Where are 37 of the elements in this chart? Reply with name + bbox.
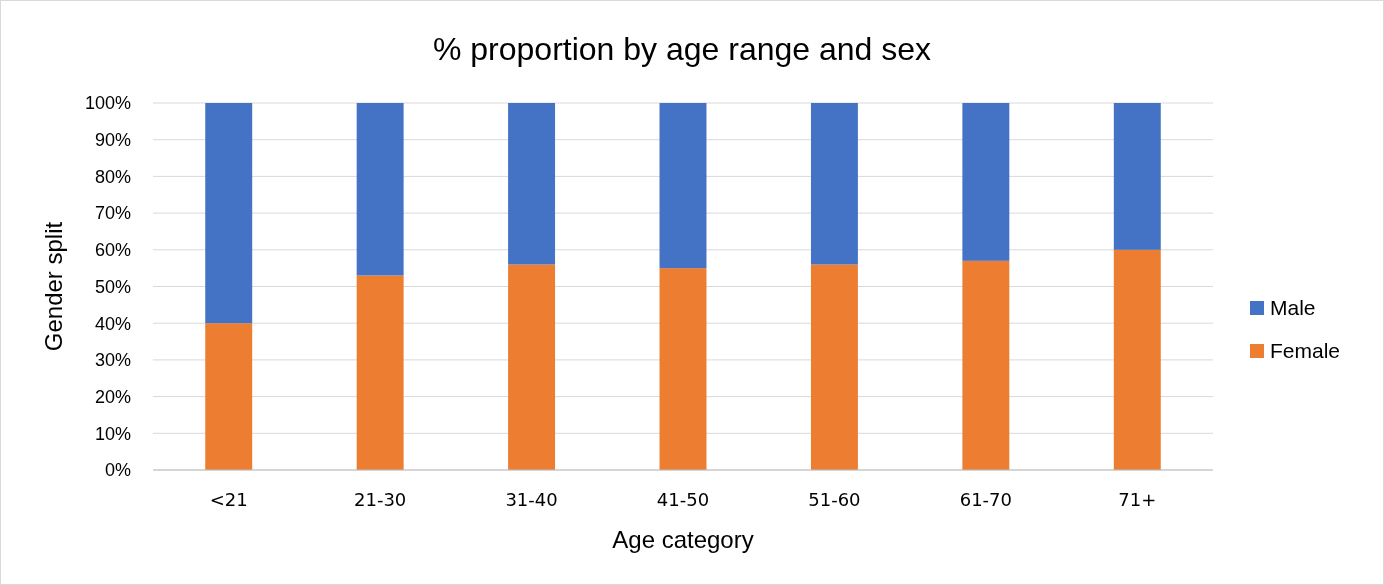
x-tick-label: <21 (209, 489, 248, 510)
x-axis-title: Age category (612, 526, 754, 553)
y-axis-title: Gender split (40, 221, 67, 352)
y-tick-label: 30% (94, 350, 131, 371)
bar (1113, 103, 1161, 250)
y-tick-label: 80% (94, 166, 131, 187)
y-tick-label: 100% (84, 93, 131, 114)
x-tick-label: 21-30 (353, 489, 407, 510)
bar (205, 323, 253, 470)
bar (962, 260, 1010, 470)
legend-label: Male (1270, 296, 1316, 320)
x-tick-label: 31-40 (505, 489, 558, 510)
y-tick-label: 10% (94, 423, 131, 444)
legend-label: Female (1270, 339, 1341, 363)
bar (1113, 249, 1161, 470)
y-tick-label: 70% (94, 203, 131, 224)
chart-title: % proportion by age range and sex (432, 31, 932, 67)
bar (508, 264, 556, 470)
bar (659, 103, 707, 269)
bar (810, 264, 858, 470)
bar (962, 103, 1010, 261)
x-tick-label: 61-70 (959, 489, 1013, 510)
bar (508, 103, 556, 265)
y-tick-label: 0% (104, 460, 131, 481)
x-tick-label: 51-60 (808, 489, 861, 510)
y-tick-label: 40% (94, 313, 131, 334)
y-tick-label: 20% (94, 386, 131, 407)
y-tick-label: 90% (94, 130, 131, 150)
bar (356, 275, 404, 470)
x-tick-label: 41-50 (656, 489, 710, 510)
bar (659, 268, 707, 470)
bar (810, 103, 858, 265)
y-tick-label: 50% (94, 276, 131, 297)
y-tick-label: 60% (94, 240, 131, 261)
x-tick-label: 71+ (1118, 489, 1157, 510)
bar (205, 103, 253, 324)
bar (356, 103, 404, 276)
